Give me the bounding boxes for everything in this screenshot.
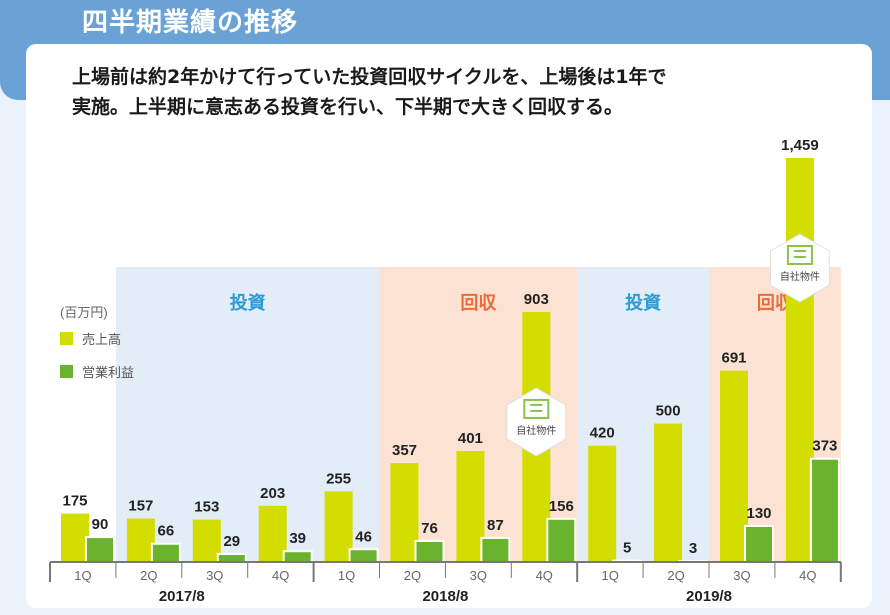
x-tick-label: 1Q [601, 568, 618, 583]
data-label-profit: 90 [92, 516, 109, 533]
bar-profit [546, 517, 577, 563]
x-tick-label: 3Q [733, 568, 750, 583]
data-label-profit: 87 [487, 517, 504, 534]
data-label-sales: 1,459 [781, 137, 819, 154]
data-label-sales: 903 [524, 291, 549, 308]
legend-swatch-sales [60, 332, 73, 345]
bar-profit [85, 536, 115, 563]
property-badge-label: 自社物件 [516, 424, 556, 437]
bar-profit [480, 536, 511, 564]
data-label-profit: 29 [223, 533, 240, 550]
x-tick-label: 4Q [799, 568, 816, 583]
building-icon [786, 245, 813, 265]
phase-label-invest: 投資 [625, 292, 661, 313]
data-label-profit: 76 [421, 520, 438, 537]
data-label-sales: 153 [194, 499, 219, 516]
data-label-profit: 156 [549, 498, 574, 515]
property-badge [506, 387, 567, 457]
data-label-sales: 255 [326, 470, 351, 487]
data-label-profit: 3 [689, 540, 697, 557]
subtitle: 上場前は約2年かけて行っていた投資回収サイクルを、上場後は1年で 実施。上半期に… [72, 62, 832, 122]
phase-label-collect: 回収 [460, 293, 497, 313]
bar-sales [456, 450, 485, 562]
data-label-sales: 401 [458, 430, 483, 447]
bar-sales [61, 513, 89, 562]
data-label-sales: 420 [590, 425, 615, 442]
x-tick-label: 4Q [536, 568, 553, 583]
data-label-sales: 157 [128, 498, 153, 515]
building-icon [523, 398, 550, 419]
data-label-profit: 39 [289, 530, 306, 547]
phase-label-invest: 投資 [230, 292, 266, 313]
data-label-sales: 203 [260, 485, 285, 502]
bar-profit [809, 457, 840, 563]
x-tick-label: 3Q [470, 568, 487, 583]
bar-sales [654, 423, 683, 562]
phase-label-collect: 回収 [757, 293, 794, 313]
fiscal-year-label: 2019/8 [686, 588, 732, 605]
data-label-sales: 357 [392, 442, 417, 459]
x-tick-label: 1Q [74, 568, 91, 583]
bar-profit [744, 525, 774, 564]
bar-sales [192, 519, 221, 562]
x-tick-label: 2Q [667, 568, 684, 583]
data-label-profit: 373 [812, 438, 837, 455]
fiscal-year-label: 2018/8 [422, 588, 468, 605]
bar-profit [348, 548, 379, 564]
x-tick-label: 2Q [140, 568, 157, 583]
bar-sales [258, 505, 287, 562]
bar-profit [414, 539, 445, 563]
data-label-profit: 130 [746, 505, 771, 522]
legend-label-sales: 売上高 [82, 332, 121, 347]
legend-label-profit: 営業利益 [82, 365, 134, 380]
data-label-sales: 500 [656, 403, 681, 420]
bar-sales [720, 370, 748, 562]
x-tick-label: 3Q [206, 568, 223, 583]
bar-profit [282, 550, 313, 563]
data-label-sales: 175 [62, 493, 87, 510]
subtitle-line-1: 上場前は約2年かけて行っていた投資回収サイクルを、上場後は1年で [72, 66, 667, 88]
data-label-profit: 5 [623, 540, 631, 557]
bar-sales [588, 445, 617, 562]
data-label-profit: 66 [158, 523, 175, 540]
property-badge-label: 自社物件 [780, 270, 820, 283]
x-tick-label: 4Q [272, 568, 289, 583]
subtitle-line-2: 実施。上半期に意志ある投資を行い、下半期で大きく回収する。 [72, 96, 624, 118]
unit-label: (百万円) [60, 305, 108, 320]
property-badge [770, 233, 830, 303]
data-label-sales: 691 [721, 350, 746, 367]
fiscal-year-label: 2017/8 [159, 588, 205, 605]
bar-sales [785, 158, 814, 562]
x-tick-label: 2Q [404, 568, 421, 583]
bar-profit [216, 552, 247, 564]
data-label-profit: 46 [355, 528, 372, 545]
page-title: 四半期業績の推移 [82, 8, 299, 38]
bar-sales [390, 463, 419, 562]
bar-profit [150, 542, 181, 564]
legend-swatch-profit [60, 365, 73, 378]
bar-sales [126, 518, 155, 562]
bar-sales [324, 491, 353, 562]
x-tick-label: 1Q [338, 568, 355, 583]
